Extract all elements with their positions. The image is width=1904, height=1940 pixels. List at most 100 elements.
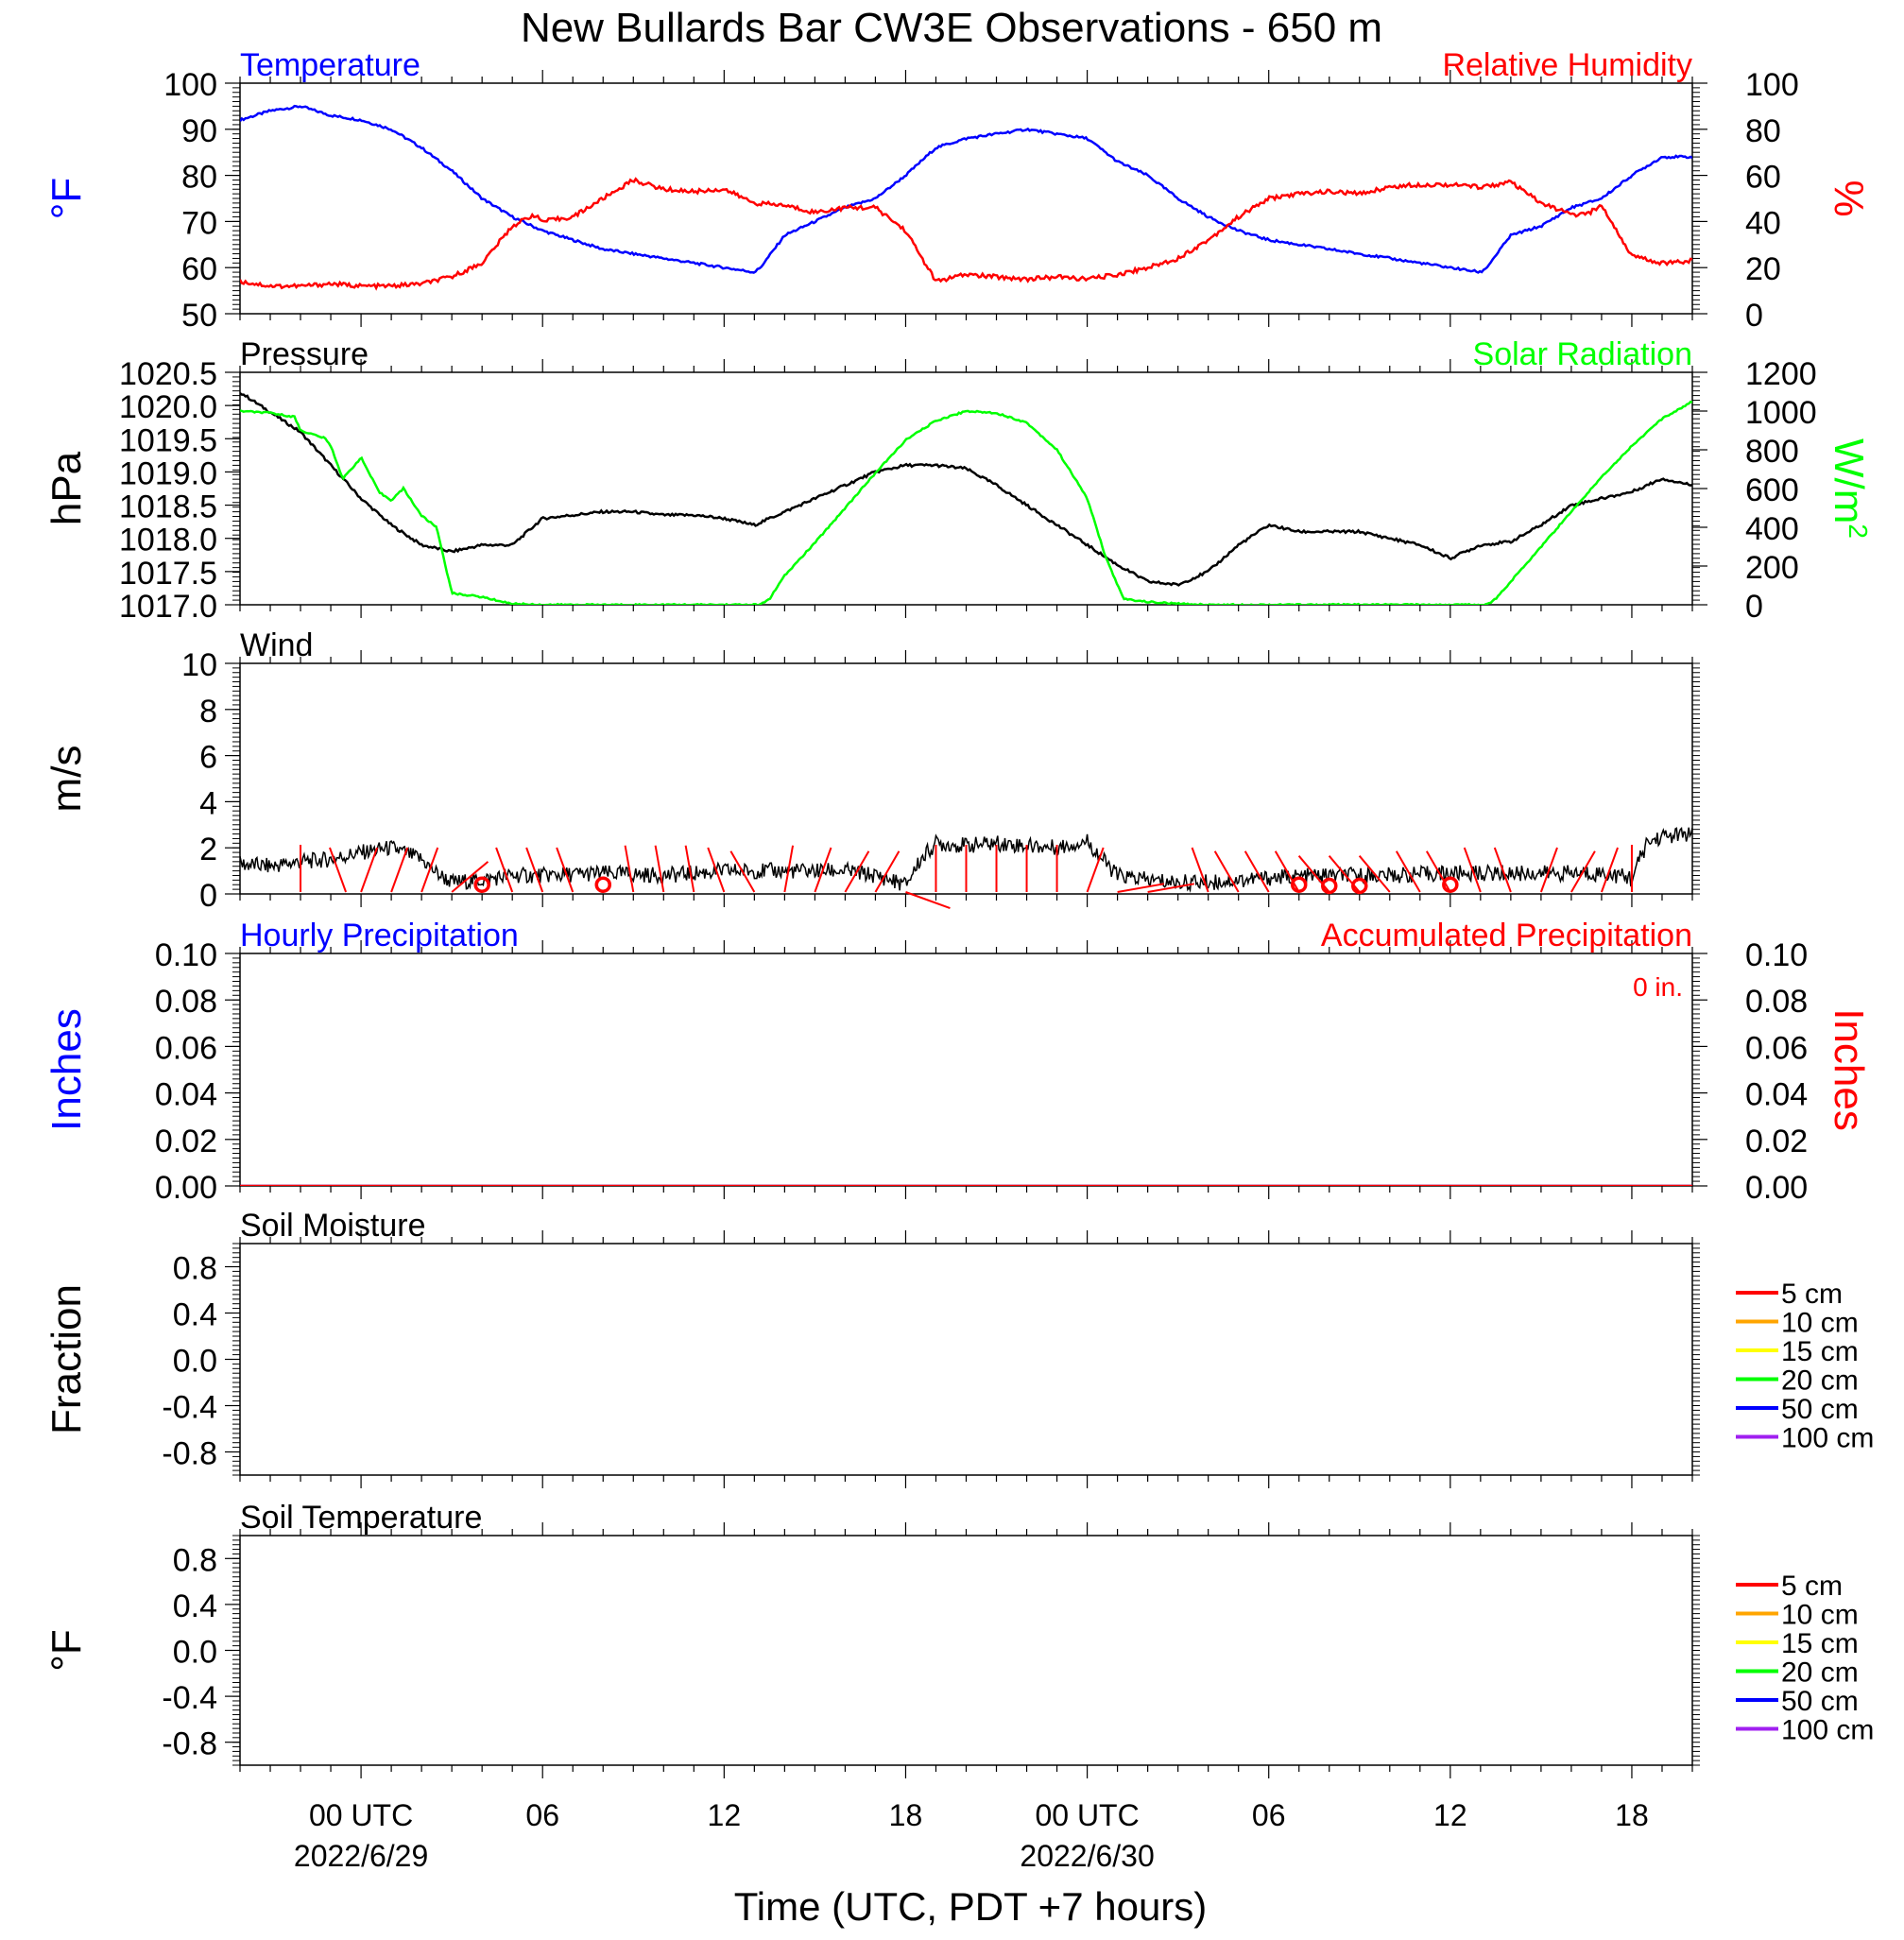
y2-axis-label: W/m2 bbox=[1826, 438, 1874, 539]
time-axis: 00 UTC 2022/6/29 06 12 18 00 UTC 2022/6/30 06 12… bbox=[294, 1798, 1649, 1873]
wind-barb bbox=[1539, 847, 1558, 893]
wind-barb bbox=[1117, 883, 1165, 893]
plot-frame bbox=[239, 371, 1693, 606]
wind-barb bbox=[1425, 850, 1451, 893]
y2-tick-label: 1200 bbox=[1745, 356, 1817, 392]
y-tick-label: 0.0 bbox=[173, 1635, 217, 1671]
y-tick-label: 1019.5 bbox=[119, 422, 217, 458]
panel-left-title: Soil Temperature bbox=[240, 1500, 482, 1536]
panel-left-title: Temperature bbox=[240, 47, 420, 83]
y2-axis-label: Inches bbox=[1826, 1008, 1872, 1131]
plot-frame bbox=[239, 1535, 1693, 1766]
y-tick-label: 100 bbox=[163, 67, 217, 103]
y2-tick-label: 0 bbox=[1745, 589, 1763, 625]
x-tick-label: 18 bbox=[889, 1798, 923, 1832]
wind-barb bbox=[783, 845, 795, 893]
panel-left-title: Pressure bbox=[240, 336, 369, 372]
calm-marker bbox=[1442, 876, 1459, 893]
x-date-label: 2022/6/29 bbox=[294, 1839, 428, 1873]
wind-barb bbox=[624, 845, 635, 893]
y-tick-label: 0.10 bbox=[155, 937, 217, 973]
x-tick-label: 12 bbox=[1433, 1798, 1467, 1832]
y-tick-label: 1019.0 bbox=[119, 455, 217, 491]
y-tick-label: 0.00 bbox=[155, 1170, 217, 1206]
wind-barb bbox=[329, 847, 348, 893]
y-tick-label: 0.0 bbox=[173, 1344, 217, 1380]
panel-left-title: Soil Moisture bbox=[240, 1208, 426, 1244]
legend-label: 50 cm bbox=[1781, 1686, 1859, 1717]
y2-tick-label: 20 bbox=[1745, 251, 1781, 287]
y-tick-label: 0 bbox=[199, 878, 217, 914]
y2-tick-label: 0.06 bbox=[1745, 1030, 1808, 1066]
panel-pressure_solar: 1017.01017.51018.01018.51019.01019.51020… bbox=[43, 336, 1874, 625]
wind-barb bbox=[684, 845, 695, 893]
wind-barb bbox=[1395, 850, 1421, 893]
x-tick-label: 00 UTC bbox=[1035, 1798, 1139, 1832]
y-tick-label: 70 bbox=[181, 205, 217, 241]
y-tick-label: -0.4 bbox=[162, 1680, 217, 1716]
wind-barb bbox=[1358, 855, 1391, 893]
panel-soil_moisture: -0.8 -0.4 0.0 0.4 0.8 Soil Moisture Fraction 5 … bbox=[43, 1208, 1874, 1488]
x-tick-label: 06 bbox=[1252, 1798, 1286, 1832]
legend-label: 15 cm bbox=[1781, 1336, 1859, 1367]
y-tick-label: -0.4 bbox=[162, 1390, 217, 1426]
y-tick-label: 4 bbox=[199, 785, 217, 821]
y-tick-label: 8 bbox=[199, 694, 217, 730]
wind-barb bbox=[1274, 850, 1300, 893]
panel-right-title: Accumulated Precipitation bbox=[1321, 918, 1692, 953]
x-tick-label: 12 bbox=[708, 1798, 742, 1832]
x-axis-label: Time (UTC, PDT +7 hours) bbox=[734, 1884, 1208, 1929]
wind-barb bbox=[729, 850, 756, 893]
wind-barb bbox=[874, 850, 901, 893]
y-axis-label: °F bbox=[43, 1629, 90, 1671]
y2-tick-label: 800 bbox=[1745, 434, 1799, 470]
y-tick-label: 2 bbox=[199, 832, 217, 867]
y-tick-label: 6 bbox=[199, 740, 217, 776]
wind-barb bbox=[905, 891, 951, 910]
wind-barb bbox=[451, 861, 489, 893]
y-tick-label: 1018.0 bbox=[119, 523, 217, 558]
series-relative-humidity bbox=[240, 177, 1692, 291]
y2-tick-label: 40 bbox=[1745, 205, 1781, 241]
y-tick-label: 0.8 bbox=[173, 1251, 217, 1287]
wind-barb bbox=[1244, 850, 1270, 893]
legend-label: 10 cm bbox=[1781, 1600, 1859, 1631]
legend-label: 50 cm bbox=[1781, 1394, 1859, 1425]
y2-tick-label: 0.02 bbox=[1745, 1124, 1808, 1159]
calm-marker bbox=[1351, 877, 1368, 895]
wind-barb bbox=[1147, 883, 1195, 893]
y2-tick-label: 0 bbox=[1745, 298, 1763, 334]
wind-barb bbox=[1570, 850, 1596, 893]
calm-marker bbox=[594, 876, 611, 893]
legend-label: 15 cm bbox=[1781, 1628, 1859, 1659]
y2-axis-label-superscript: 2 bbox=[1844, 524, 1874, 539]
panel-right-title: Relative Humidity bbox=[1442, 47, 1692, 83]
y-axis-label: Inches bbox=[43, 1008, 90, 1131]
legend-label: 5 cm bbox=[1781, 1571, 1843, 1602]
panel-left-title: Hourly Precipitation bbox=[240, 918, 519, 953]
y2-tick-label: 0.04 bbox=[1745, 1077, 1808, 1113]
legend-label: 100 cm bbox=[1781, 1423, 1874, 1454]
wind-barb bbox=[707, 847, 726, 893]
panel-wind: 0 2 4 6 8 10 Wind m/s bbox=[43, 627, 1700, 914]
x-tick-label: 18 bbox=[1615, 1798, 1649, 1832]
y-tick-label: 0.4 bbox=[173, 1297, 217, 1333]
x-date-label: 2022/6/30 bbox=[1020, 1839, 1154, 1873]
calm-marker bbox=[1321, 877, 1338, 895]
y-axis-label: hPa bbox=[43, 451, 90, 525]
y-tick-label: 80 bbox=[181, 160, 217, 196]
y2-tick-label: 0.10 bbox=[1745, 937, 1808, 973]
wind-barb bbox=[495, 847, 514, 893]
panel-right-title: Solar Radiation bbox=[1473, 336, 1692, 372]
y-tick-label: 1018.5 bbox=[119, 489, 217, 525]
legend-label: 5 cm bbox=[1781, 1279, 1843, 1310]
y-tick-label: 1020.5 bbox=[119, 356, 217, 392]
wind-barb bbox=[814, 847, 832, 893]
wind-barb bbox=[1600, 847, 1619, 893]
y-tick-label: 1020.0 bbox=[119, 389, 217, 425]
y-tick-label: 0.4 bbox=[173, 1588, 217, 1624]
y-tick-label: 0.08 bbox=[155, 984, 217, 1020]
wind-barb bbox=[1213, 850, 1240, 893]
